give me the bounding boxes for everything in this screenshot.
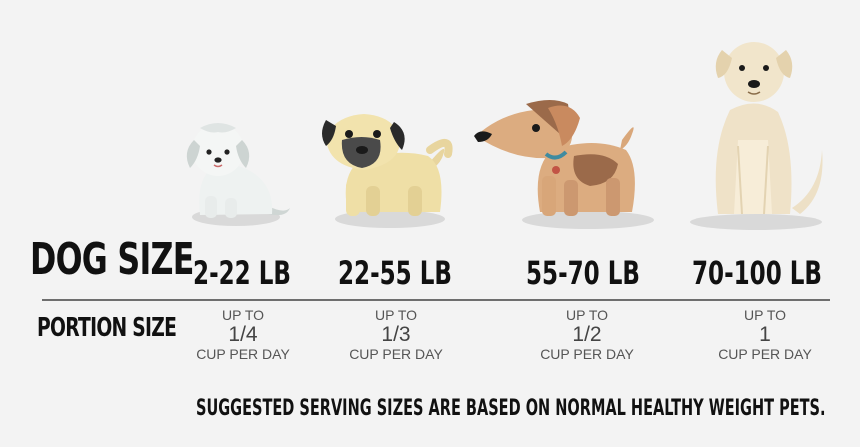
portion-size-label: PORTION SIZE [37, 313, 177, 343]
large-dog-illustration [690, 42, 823, 230]
portion-unit: CUP PER DAY [196, 346, 290, 362]
small-dog-illustration [186, 123, 290, 226]
weight-range-medium: 22-55 LB [338, 254, 452, 292]
portion-upto: UP TO [743, 307, 787, 323]
dog-size-label: DOG SIZE [30, 234, 194, 285]
portion-small: UP TO 1/4 CUP PER DAY [163, 308, 323, 362]
portion-unit: CUP PER DAY [349, 346, 443, 362]
portion-large: UP TO 1/2 CUP PER DAY [507, 308, 667, 362]
portion-amount: 1 [759, 323, 771, 346]
portion-unit: CUP PER DAY [540, 346, 634, 362]
dog-illustrations [186, 42, 823, 230]
portion-amount: 1/2 [572, 323, 602, 346]
portion-amount: 1/3 [381, 323, 411, 346]
weight-range-small: 2-22 LB [193, 254, 291, 292]
weight-range-large: 55-70 LB [526, 254, 640, 292]
portion-upto: UP TO [374, 307, 418, 323]
medium-dog-illustration [474, 100, 654, 229]
portion-xlarge: UP TO 1 CUP PER DAY [685, 308, 845, 362]
portion-upto: UP TO [565, 307, 609, 323]
pug-illustration [322, 114, 453, 228]
portion-upto: UP TO [221, 307, 265, 323]
divider-line [42, 299, 830, 301]
serving-footnote: SUGGESTED SERVING SIZES ARE BASED ON NOR… [196, 396, 826, 421]
portion-medium: UP TO 1/3 CUP PER DAY [316, 308, 476, 362]
portion-amount: 1/4 [228, 323, 258, 346]
weight-range-xlarge: 70-100 LB [692, 254, 822, 292]
portion-unit: CUP PER DAY [718, 346, 812, 362]
